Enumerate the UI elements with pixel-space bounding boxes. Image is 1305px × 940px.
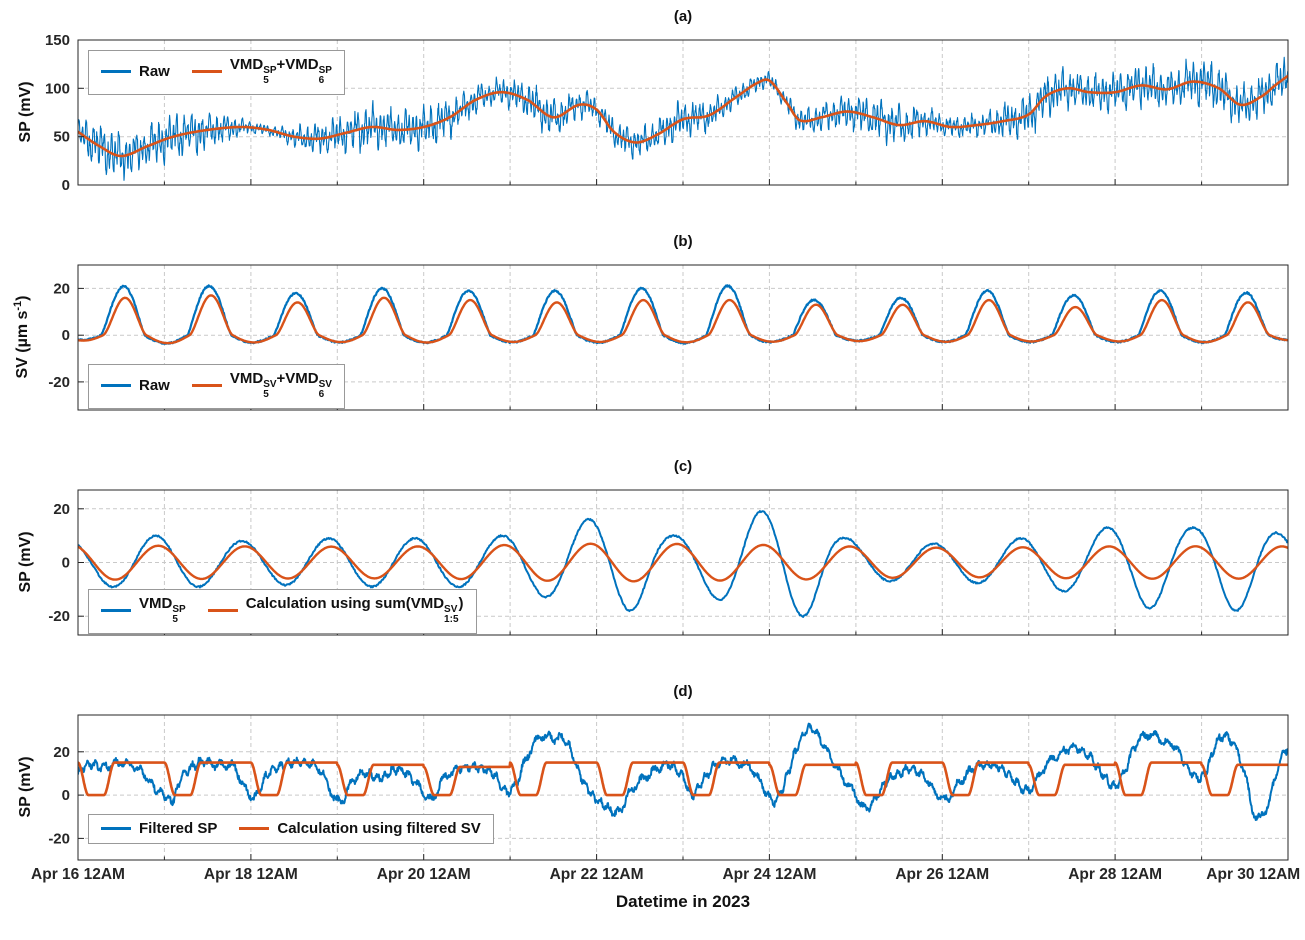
- sup-sub: SP 5: [172, 603, 186, 625]
- panel-b-ytick-labels: -20 0 20: [48, 280, 70, 391]
- x-tick-label: Apr 18 12AM: [203, 866, 298, 883]
- x-tick-label: Apr 20 12AM: [376, 866, 471, 883]
- series-b-vmd56-sv: [78, 294, 1288, 345]
- panel-a-title: (a): [673, 8, 693, 25]
- sup-sub: SP 6: [318, 64, 332, 86]
- legend-line-sample: [239, 827, 270, 830]
- panel-a-legend: Raw VMD SP 5 +VMD SP 6: [88, 50, 345, 95]
- panel-c-title: (c): [673, 458, 693, 475]
- y-tick-label: 150: [45, 32, 70, 49]
- panel-a-ytick-labels: 0 50 100 150: [45, 32, 70, 194]
- legend-item-vmd5-plus-vmd6-sp: VMD SP 5 +VMD SP 6: [191, 56, 332, 88]
- sup-sub: SP 5: [263, 64, 277, 86]
- panel-a-axes: [77, 39, 1289, 186]
- y-tick-label: 20: [53, 744, 70, 761]
- y-tick-label: -20: [48, 608, 70, 625]
- legend-label: Calculation using sum(VMD SV 1:5): [245, 595, 464, 625]
- y-tick-label: 100: [45, 80, 70, 97]
- legend-item-filtered-sp: Filtered SP: [101, 820, 217, 837]
- series-a-raw: [78, 56, 1288, 181]
- y-tick-label: -20: [48, 830, 70, 847]
- legend-item-calc-sum-vmd-sv: Calculation using sum(VMD SV 1:5): [207, 595, 464, 627]
- panel-b-ylabel: SV (µm s-1): [11, 295, 32, 379]
- x-tick-label: Apr 30 12AM: [1206, 866, 1301, 883]
- series-d-calc-filtered: [78, 761, 1288, 797]
- panel-a-series: [78, 56, 1288, 181]
- series-a-vmd56-sp: [78, 74, 1288, 158]
- panel-c-legend: VMD SP 5 Calculation using sum(VMD SV 1:5): [88, 589, 477, 634]
- legend-line-sample: [191, 70, 222, 74]
- legend-line-sample: [101, 70, 131, 74]
- y-tick-label: 0: [62, 177, 70, 194]
- sup-sub: SV 6: [318, 378, 332, 400]
- legend-line-sample: [207, 609, 238, 613]
- panel-c-series: [78, 510, 1288, 618]
- x-tick-labels: Apr 16 12AM Apr 18 12AM Apr 20 12AM Apr 22 …: [0, 866, 1305, 888]
- legend-label: VMD SP 5 +VMD SP 6: [229, 56, 332, 86]
- sup-sub: SV 5: [263, 378, 277, 400]
- legend-item-vmd5-plus-vmd6-sv: VMD SV 5 +VMD SV 6: [191, 370, 332, 402]
- panel-d-title: (d): [673, 683, 693, 700]
- legend-item-raw-sv: Raw: [101, 377, 170, 394]
- legend-line-sample: [101, 609, 131, 613]
- x-tick-label: Apr 28 12AM: [1068, 866, 1163, 883]
- legend-label: VMD SV 5 +VMD SV 6: [229, 370, 332, 400]
- legend-item-calc-filtered-sv: Calculation using filtered SV: [239, 820, 481, 837]
- legend-label: Calculation using filtered SV: [277, 820, 481, 837]
- legend-label: VMD SP 5: [139, 595, 186, 625]
- sup-sub: SV 1:5: [444, 603, 459, 625]
- legend-label: Filtered SP: [139, 820, 218, 837]
- legend-line-sample: [191, 384, 222, 388]
- legend-label: Raw: [139, 377, 170, 395]
- panel-d-legend: Filtered SP Calculation using filtered SV: [88, 814, 494, 844]
- y-tick-label: -20: [48, 374, 70, 391]
- x-tick-label: Apr 24 12AM: [722, 866, 817, 883]
- panel-a-ylabel: SP (mV): [17, 81, 34, 143]
- legend-item-vmd5-sp: VMD SP 5: [101, 595, 186, 627]
- legend-line-sample: [101, 827, 131, 830]
- y-tick-label: 50: [53, 129, 70, 146]
- panel-c-ytick-labels: -20 0 20: [48, 501, 70, 625]
- x-tick-label: Apr 26 12AM: [895, 866, 990, 883]
- y-tick-label: 0: [62, 555, 70, 572]
- legend-label: Raw: [139, 63, 170, 81]
- panel-b-series: [78, 284, 1288, 345]
- panel-d-ytick-labels: -20 0 20: [48, 744, 70, 848]
- panel-d-series: [78, 722, 1288, 821]
- y-tick-label: 0: [62, 327, 70, 344]
- panel-d-axes: [77, 714, 1289, 861]
- x-tick-label: Apr 16 12AM: [31, 866, 125, 883]
- y-tick-label: 20: [53, 501, 70, 518]
- panel-b-legend: Raw VMD SV 5 +VMD SV 6: [88, 364, 345, 409]
- panel-d-ylabel: SP (mV): [17, 756, 34, 818]
- legend-line-sample: [101, 384, 131, 388]
- series-d-filtered-sp: [78, 722, 1288, 821]
- x-tick-label: Apr 22 12AM: [549, 866, 644, 883]
- legend-item-raw-sp: Raw: [101, 63, 170, 80]
- series-c-vmd5-sp: [78, 510, 1288, 618]
- series-b-raw: [78, 284, 1288, 345]
- y-tick-label: 0: [62, 787, 70, 804]
- x-axis-label: Datetime in 2023: [615, 892, 751, 911]
- panel-c-ylabel: SP (mV): [17, 531, 34, 593]
- y-tick-label: 20: [53, 280, 70, 297]
- panel-b-title: (b): [673, 233, 693, 250]
- series-c-calc-sum: [78, 542, 1288, 583]
